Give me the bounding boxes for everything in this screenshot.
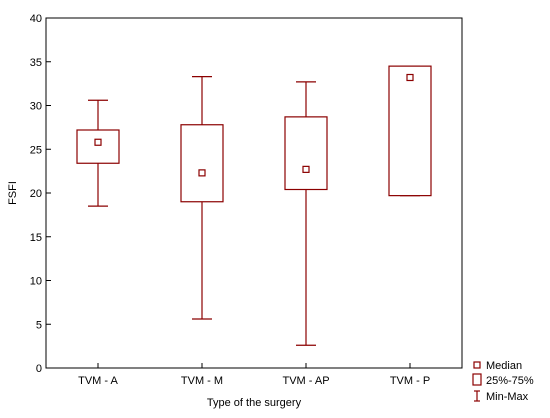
legend-label: 25%-75% <box>486 375 534 387</box>
y-tick-label: 15 <box>30 232 42 244</box>
legend-box-icon <box>472 373 482 386</box>
y-tick-label: 10 <box>30 276 42 288</box>
legend-item: 25%-75% <box>472 373 534 387</box>
median-marker <box>198 169 206 177</box>
y-tick-label: 20 <box>30 188 42 200</box>
y-tick-label: 35 <box>30 57 42 69</box>
x-tick-label: TVM - AP <box>282 375 329 387</box>
y-tick-label: 0 <box>36 363 42 375</box>
x-axis-ticks: TVM - A TVM - M TVM - AP TVM - P <box>78 363 430 387</box>
iqr-box <box>180 124 224 203</box>
y-tick-label: 30 <box>30 101 42 113</box>
iqr-box <box>76 129 120 164</box>
x-tick-label: TVM - P <box>390 375 430 387</box>
box-group <box>388 65 432 197</box>
median-marker <box>406 73 414 82</box>
y-axis-title: FSFI <box>7 181 19 205</box>
y-axis-ticks: 0 5 10 15 20 25 30 35 40 <box>30 13 51 375</box>
y-tick-label: 5 <box>36 319 42 331</box>
legend-item: Min-Max <box>474 390 529 403</box>
x-tick-label: TVM - M <box>181 375 223 387</box>
y-tick-label: 25 <box>30 144 42 156</box>
box-group <box>284 81 328 346</box>
iqr-box <box>284 116 328 191</box>
legend-item: Median <box>473 360 522 372</box>
legend: Median 25%-75% Min-Max <box>472 360 534 403</box>
median-marker <box>94 138 102 146</box>
legend-label: Min-Max <box>486 391 529 403</box>
box-group <box>76 99 120 207</box>
x-axis-title: Type of the surgery <box>207 397 302 409</box>
iqr-box <box>388 65 432 197</box>
median-marker <box>302 165 310 173</box>
legend-median-icon <box>473 361 481 369</box>
legend-whisker-icon <box>474 390 480 402</box>
box-series <box>76 65 432 346</box>
y-tick-label: 40 <box>30 13 42 25</box>
legend-label: Median <box>486 360 522 372</box>
box-group <box>180 76 224 320</box>
x-tick-label: TVM - A <box>78 375 118 387</box>
